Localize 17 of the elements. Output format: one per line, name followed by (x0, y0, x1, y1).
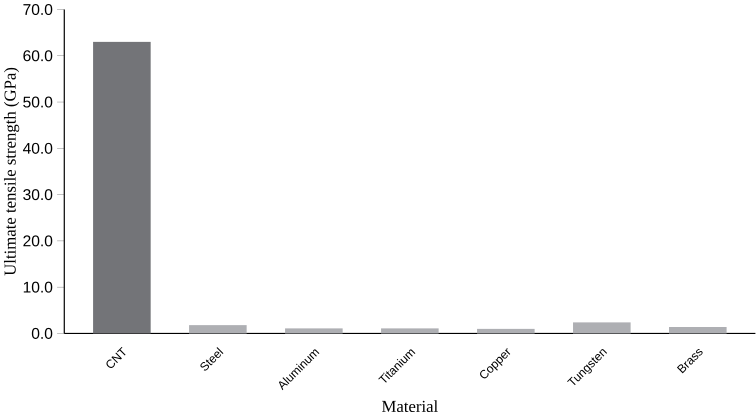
bar (189, 325, 247, 334)
x-axis-title: Material (382, 400, 438, 412)
y-tick-label: 40.0 (22, 142, 52, 154)
bar (477, 328, 535, 334)
y-tick-label: 70.0 (23, 4, 52, 15)
y-tick-label: 0.0 (32, 328, 52, 339)
y-tick-label: 30.0 (23, 189, 52, 200)
y-tick-label: 60.0 (23, 50, 52, 62)
y-tick-label: 10.0 (24, 282, 52, 293)
bar (573, 322, 631, 334)
bar (381, 328, 439, 334)
y-tick-label: 50.0 (23, 96, 52, 108)
bar (285, 328, 343, 334)
y-tick-label: 20.0 (23, 235, 52, 246)
bar (669, 326, 727, 334)
bar (93, 42, 151, 334)
y-axis-title: Ultimate tensile strength (GPa) (4, 68, 20, 276)
